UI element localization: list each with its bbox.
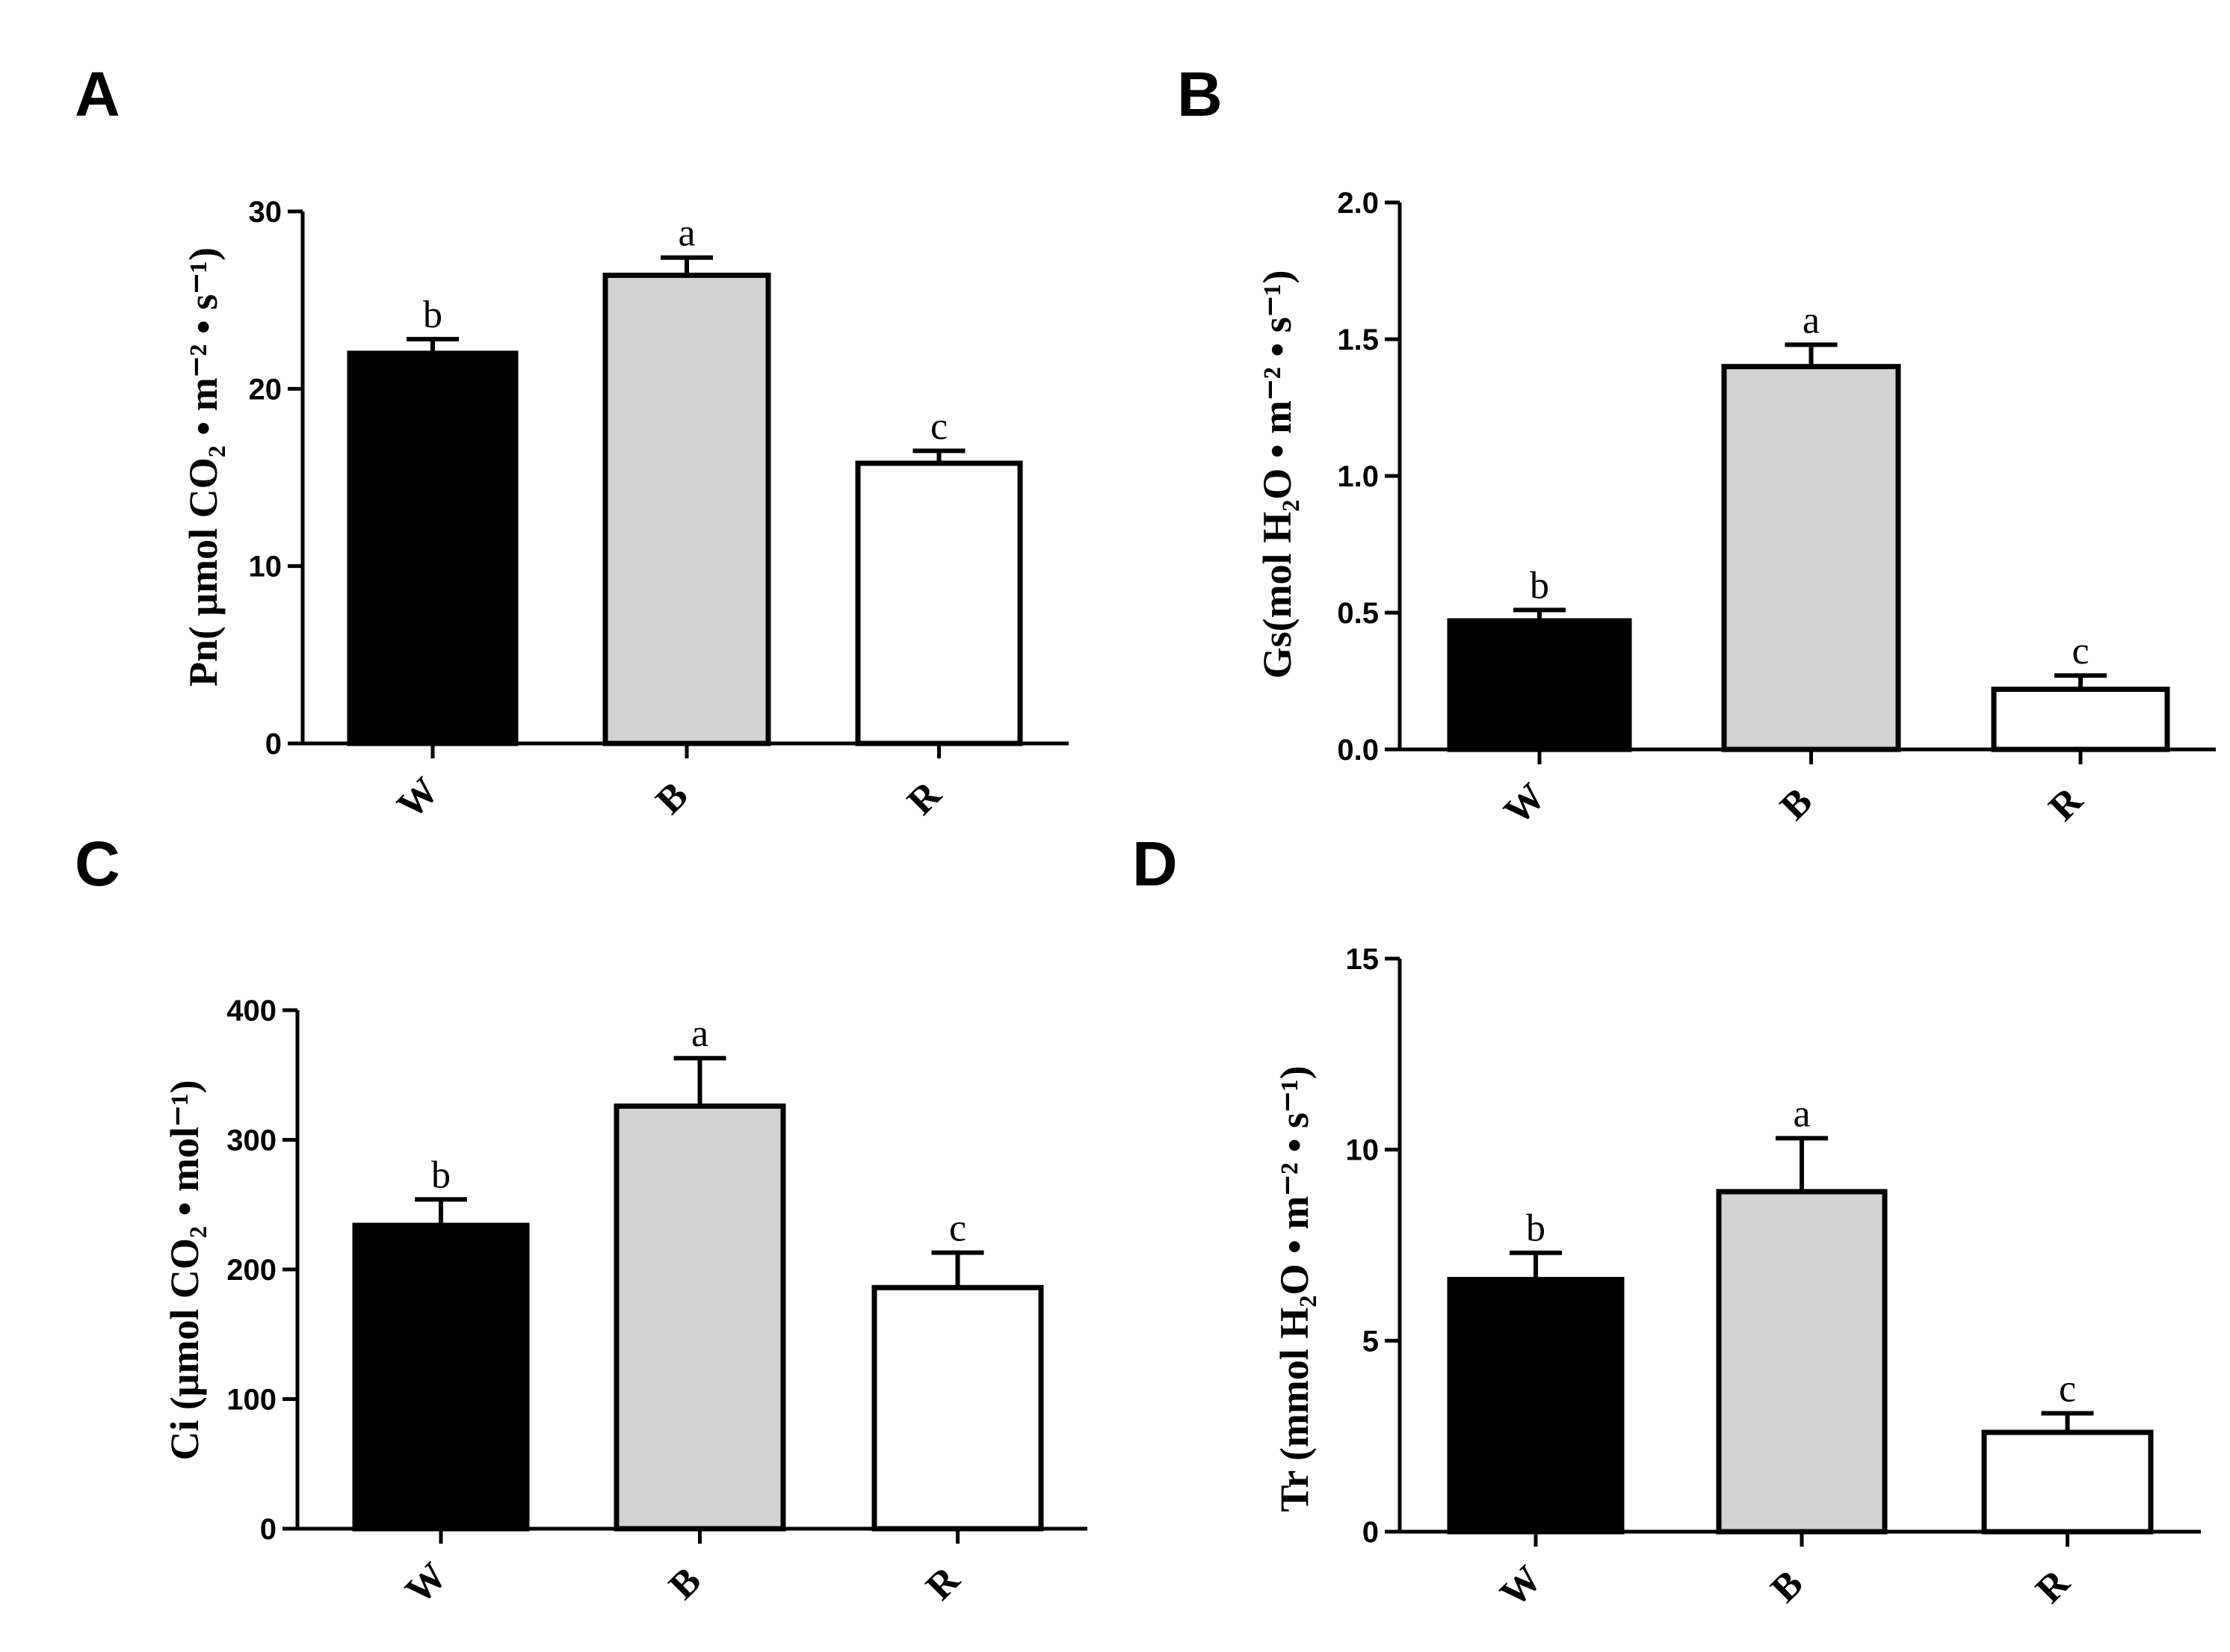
panel-d: D Tr (mmol H₂O • m⁻² • s⁻¹) b Wa Bc R 0 5 10 15 <box>1132 829 2201 1615</box>
y-tick-label-b-0: 0.0 <box>1337 734 1379 767</box>
significance-c-r: c <box>949 1207 966 1249</box>
y-axis-title-a: Pn( μmol CO₂ • m⁻² • s⁻¹) <box>181 247 226 687</box>
y-tick-label-a-3: 30 <box>249 196 282 229</box>
significance-b-w: b <box>1530 564 1549 607</box>
bar-c-r <box>871 1284 1044 1532</box>
y-tick-label-a-2: 20 <box>249 373 282 406</box>
x-label-d-w: W <box>1492 1558 1550 1615</box>
y-tick-label-d-1: 5 <box>1362 1325 1379 1358</box>
y-axis-title-d: Tr (mmol H₂O • m⁻² • s⁻¹) <box>1272 1065 1317 1512</box>
y-tick-label-a-0: 0 <box>265 728 282 761</box>
panel-label-c: C <box>75 829 120 899</box>
bar-a-r <box>855 460 1023 746</box>
x-label-c-w: W <box>398 1555 455 1612</box>
significance-b-r: c <box>2072 630 2089 672</box>
y-tick-label-c-0: 0 <box>260 1513 277 1546</box>
y-tick-label-b-4: 2.0 <box>1337 187 1379 220</box>
panel-a: A Pn( μmol CO₂ • m⁻² • s⁻¹) b Wa Bc R 0 10 20 3… <box>75 59 1069 827</box>
x-label-a-w: W <box>389 770 447 827</box>
significance-c-w: b <box>431 1154 451 1196</box>
x-label-d-r: R <box>2027 1561 2078 1612</box>
significance-d-b: a <box>1793 1092 1810 1135</box>
y-tick-label-d-3: 15 <box>1346 943 1380 976</box>
x-label-b-w: W <box>1496 776 1554 833</box>
y-tick-label-c-4: 400 <box>226 994 277 1027</box>
bar-a-b <box>602 272 771 746</box>
x-label-b-r: R <box>2041 779 2092 829</box>
panel-c: C Ci (μmol CO₂ • mol⁻¹) b Wa Bc R 0 100 200 300… <box>75 829 1087 1612</box>
bar-b-r <box>1991 686 2170 752</box>
y-axis-title-b: Gs(mol H₂O • m⁻² • s⁻¹) <box>1255 270 1300 679</box>
y-tick-label-c-1: 100 <box>226 1384 277 1417</box>
significance-c-b: a <box>691 1012 708 1055</box>
y-tick-label-b-2: 1.0 <box>1337 460 1379 493</box>
bar-d-w <box>1447 1277 1625 1535</box>
significance-b-b: a <box>1803 299 1820 341</box>
panel-b: B Gs(mol H₂O • m⁻² • s⁻¹) b Wa Bc R 0.0 0.5 1.… <box>1177 59 2216 833</box>
x-label-a-r: R <box>899 773 950 823</box>
bar-c-b <box>614 1103 786 1532</box>
significance-a-r: c <box>930 405 948 448</box>
x-label-d-b: B <box>1763 1562 1812 1611</box>
panel-label-b: B <box>1177 59 1223 129</box>
x-label-b-b: B <box>1772 780 1820 829</box>
panel-label-d: D <box>1132 829 1178 899</box>
y-tick-label-d-2: 10 <box>1346 1134 1380 1167</box>
bar-b-b <box>1721 364 1901 752</box>
y-tick-label-a-1: 10 <box>249 551 282 584</box>
panel-label-a: A <box>75 59 120 129</box>
significance-a-w: b <box>423 294 442 336</box>
bar-d-r <box>1981 1429 2154 1535</box>
x-label-c-r: R <box>918 1558 969 1609</box>
y-tick-label-c-3: 300 <box>226 1124 277 1157</box>
significance-d-r: c <box>2059 1367 2076 1410</box>
y-tick-label-c-2: 200 <box>226 1254 277 1287</box>
bar-b-w <box>1447 618 1632 752</box>
significance-a-b: a <box>678 212 695 255</box>
y-tick-label-b-1: 0.5 <box>1337 597 1379 630</box>
bar-c-w <box>352 1222 530 1532</box>
y-tick-label-b-3: 1.5 <box>1337 324 1379 356</box>
bar-d-b <box>1716 1189 1888 1535</box>
y-tick-label-d-0: 0 <box>1362 1516 1379 1549</box>
y-axis-title-c: Ci (μmol CO₂ • mol⁻¹) <box>162 1080 207 1460</box>
bar-a-w <box>347 350 519 746</box>
x-label-c-b: B <box>661 1559 709 1608</box>
x-label-a-b: B <box>648 774 697 823</box>
significance-d-w: b <box>1526 1207 1545 1250</box>
